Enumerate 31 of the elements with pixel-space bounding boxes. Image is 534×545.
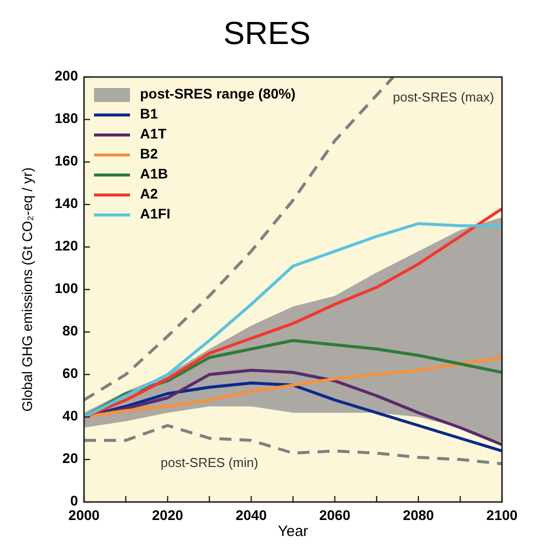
x-tick-label: 2060 [319,507,351,523]
y-axis-title: Global GHG emissions (Gt CO₂-eq / yr) [19,167,35,412]
y-tick-label: 180 [54,110,78,126]
y-tick-label: 140 [54,195,78,212]
y-tick-label: 80 [62,322,78,339]
chart-title: SRES [223,15,311,51]
legend-label: A1T [140,126,167,142]
y-tick-label: 200 [54,68,78,84]
annotation: post-SRES (min) [160,455,258,470]
x-tick-label: 2040 [236,507,267,523]
annotation: post-SRES (max) [392,90,494,105]
x-tick-label: 2000 [68,507,100,523]
legend-label: A1B [140,166,168,182]
legend-label: B1 [140,106,158,122]
y-tick-label: 60 [62,365,78,382]
legend-label: B2 [140,146,158,162]
line-series [84,77,395,402]
line-series [84,356,502,418]
y-tick-label: 40 [62,408,78,424]
y-tick-label: 160 [54,152,78,169]
legend-label: A2 [140,186,158,202]
legend-label: A1FI [140,206,170,222]
x-tick-label: 2020 [152,507,184,523]
legend-label: post-SRES range (80%) [140,86,296,102]
x-axis-title: Year [278,523,308,540]
y-tick-label: 120 [54,238,78,254]
y-tick-label: 0 [70,492,78,509]
x-tick-label: 2100 [486,507,518,523]
y-tick-label: 100 [54,280,78,296]
x-tick-label: 2080 [402,507,434,523]
y-tick-label: 20 [62,450,78,466]
